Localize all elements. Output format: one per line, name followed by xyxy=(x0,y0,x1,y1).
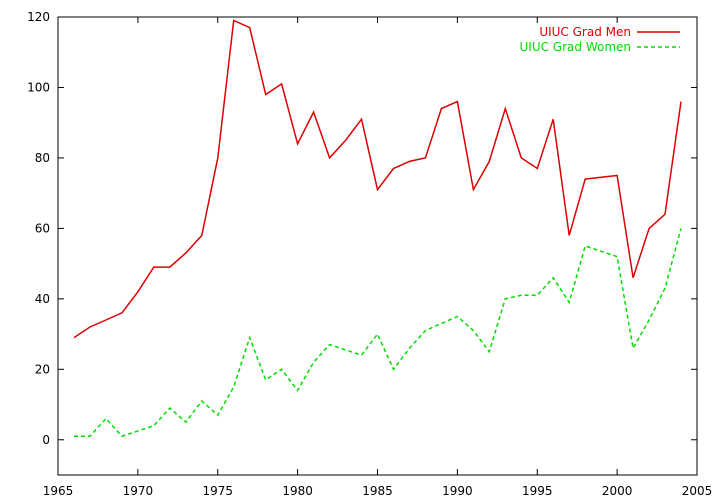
y-tick-label: 0 xyxy=(42,433,50,447)
y-tick-label: 20 xyxy=(35,362,50,376)
x-tick-label: 1985 xyxy=(362,484,393,498)
y-tick-label: 40 xyxy=(35,292,50,306)
x-tick-label: 1980 xyxy=(282,484,313,498)
series-line-0 xyxy=(73,19,682,339)
y-tick-label: 80 xyxy=(35,151,50,165)
x-tick-label: 2005 xyxy=(682,484,713,498)
y-tick-label: 60 xyxy=(35,221,50,235)
plot-frame xyxy=(57,16,698,476)
legend-label-0: UIUC Grad Men xyxy=(539,25,631,39)
legend-label-1: UIUC Grad Women xyxy=(520,40,632,54)
series-line-1 xyxy=(74,228,682,438)
x-tick-label: 1990 xyxy=(442,484,473,498)
axis-ticks xyxy=(57,16,698,475)
x-tick-label: 1970 xyxy=(123,484,154,498)
x-tick-label: 1995 xyxy=(522,484,553,498)
y-tick-label: 100 xyxy=(27,80,50,94)
y-tick-label: 120 xyxy=(27,10,50,24)
x-tick-label: 2000 xyxy=(602,484,633,498)
x-tick-label: 1975 xyxy=(202,484,233,498)
series-group xyxy=(73,19,682,438)
x-tick-label: 1965 xyxy=(43,484,74,498)
axis-tick-labels: 1965 1970 1975 1980 1985 1990 1995 2000 2005 0 20 4… xyxy=(27,10,712,498)
